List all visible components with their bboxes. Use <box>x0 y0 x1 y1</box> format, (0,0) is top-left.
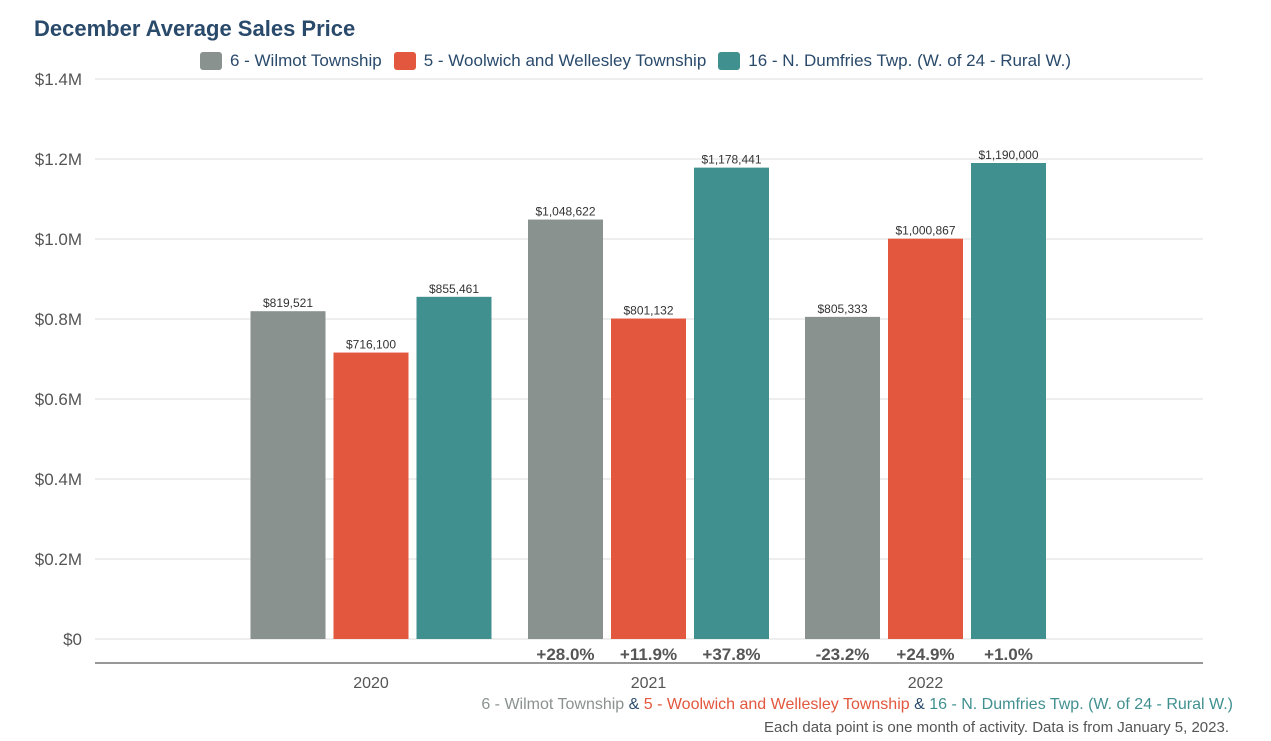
legend-label-wilmot: 6 - Wilmot Township <box>229 51 382 70</box>
change-label: +37.8% <box>702 645 760 664</box>
footer-series-woolwich: 5 - Woolwich and Wellesley Township <box>643 696 910 713</box>
footer-series-dumfries: 16 - N. Dumfries Twp. (W. of 24 - Rural … <box>929 696 1233 713</box>
chart-title: December Average Sales Price <box>34 16 356 41</box>
data-label: $801,132 <box>623 304 673 318</box>
bar-2022-series-1 <box>805 316 880 639</box>
bar-2020-series-2 <box>333 352 409 639</box>
legend-label-woolwich: 5 - Woolwich and Wellesley Township <box>423 51 707 70</box>
y-tick-label: $0.2M <box>35 550 82 569</box>
y-tick-label: $0.4M <box>35 470 82 489</box>
y-tick-label: $1.2M <box>35 150 82 169</box>
legend-item-woolwich[interactable]: 5 - Woolwich and Wellesley Township <box>393 51 707 71</box>
y-tick-label: $1.0M <box>35 230 82 249</box>
x-tick-label: 2020 <box>353 675 389 692</box>
bar-2022-series-3 <box>971 163 1046 639</box>
data-label: $1,048,622 <box>535 205 595 219</box>
data-label: $805,333 <box>817 302 867 316</box>
y-tick-label: $1.4M <box>35 70 82 89</box>
legend-swatch-wilmot <box>199 52 222 70</box>
chart-legend: 6 - Wilmot Township 5 - Woolwich and Wel… <box>0 49 1271 73</box>
y-tick-label: $0.6M <box>35 390 82 409</box>
bar-2022-series-2 <box>888 238 963 639</box>
bar-2021-series-2 <box>611 318 686 639</box>
legend-item-wilmot[interactable]: 6 - Wilmot Township <box>199 51 382 71</box>
legend-label-dumfries: 16 - N. Dumfries Twp. (W. of 24 - Rural … <box>748 51 1072 70</box>
legend-swatch-dumfries <box>718 52 741 70</box>
legend-swatch-woolwich <box>393 52 416 70</box>
footer-series-line: 6 - Wilmot Township & 5 - Woolwich and W… <box>481 696 1233 714</box>
change-label: +24.9% <box>896 645 954 664</box>
change-label: -23.2% <box>816 645 870 664</box>
bar-2020-series-1 <box>250 311 326 639</box>
y-tick-label: $0 <box>63 630 82 649</box>
footer-connector: & <box>624 696 644 713</box>
footer-connector: & <box>909 696 930 713</box>
change-label: +1.0% <box>984 645 1033 664</box>
bar-2021-series-3 <box>694 167 769 639</box>
x-tick-label: 2022 <box>908 675 944 692</box>
data-label: $819,521 <box>263 296 313 310</box>
footer-series-wilmot: 6 - Wilmot Township <box>481 696 625 713</box>
x-tick-label: 2021 <box>631 675 667 692</box>
data-label: $1,190,000 <box>978 148 1038 162</box>
data-label: $1,000,867 <box>895 224 955 238</box>
data-label: $1,178,441 <box>701 153 761 167</box>
y-tick-label: $0.8M <box>35 310 82 329</box>
bar-2020-series-3 <box>416 296 492 639</box>
change-label: +28.0% <box>536 645 594 664</box>
footer-note: Each data point is one month of activity… <box>764 719 1229 736</box>
legend-item-dumfries[interactable]: 16 - N. Dumfries Twp. (W. of 24 - Rural … <box>718 51 1071 71</box>
data-label: $855,461 <box>429 282 479 296</box>
bar-2021-series-1 <box>528 219 603 639</box>
data-label: $716,100 <box>346 338 396 352</box>
change-label: +11.9% <box>620 645 677 664</box>
